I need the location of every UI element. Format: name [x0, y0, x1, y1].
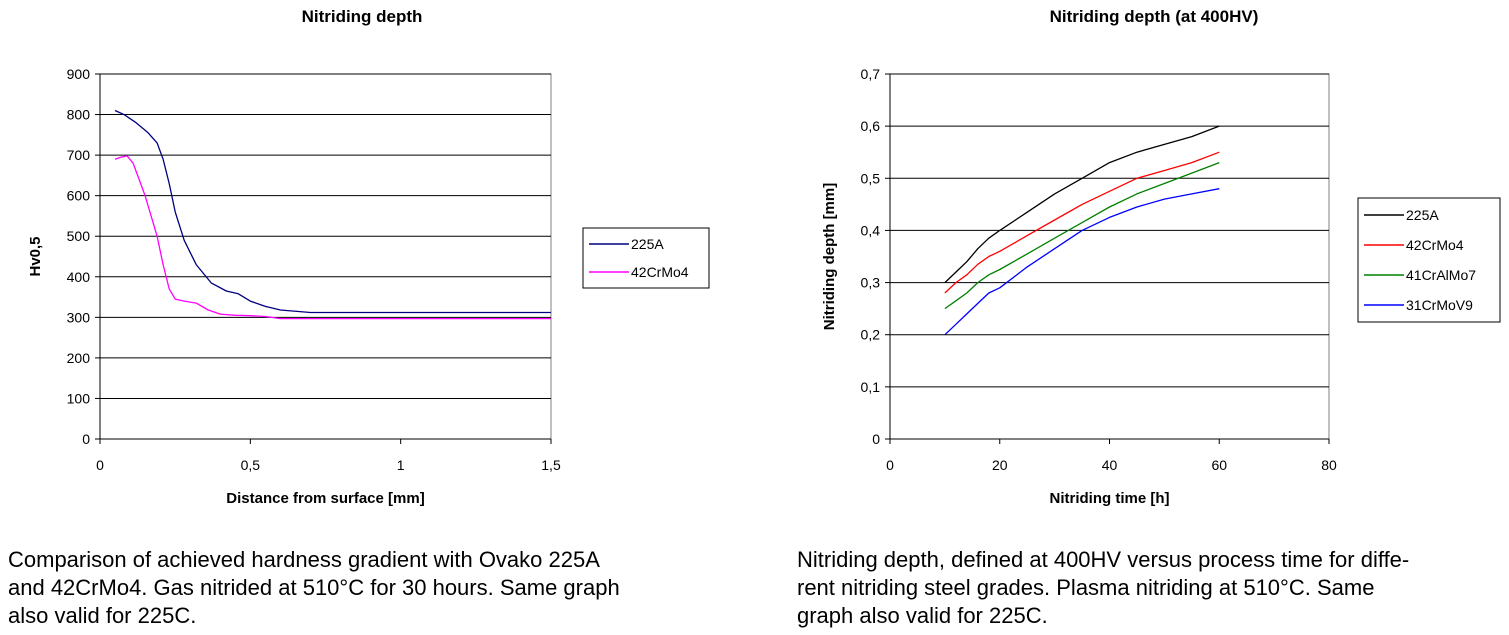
x-tick-label: 1 — [397, 457, 405, 473]
x-tick-label: 0 — [96, 457, 104, 473]
y-tick-label: 900 — [67, 66, 91, 82]
y-tick-label: 400 — [67, 269, 91, 285]
y-tick-label: 600 — [67, 188, 91, 204]
caption-left-line: also valid for 225C. — [8, 603, 197, 628]
legend-label: 31CrMoV9 — [1406, 297, 1473, 313]
y-axis-label: Hv0,5 — [27, 236, 44, 276]
legend-label: 225A — [1406, 207, 1439, 223]
x-tick-label: 80 — [1321, 457, 1337, 473]
caption-right-line: graph also valid for 225C. — [797, 603, 1048, 628]
y-tick-label: 300 — [67, 309, 91, 325]
x-tick-label: 40 — [1102, 457, 1118, 473]
y-tick-label: 0,7 — [861, 66, 881, 82]
x-axis-label: Distance from surface [mm] — [226, 490, 424, 507]
y-tick-label: 100 — [67, 390, 91, 406]
y-axis-label: Nitriding depth [mm] — [821, 183, 838, 330]
x-tick-label: 60 — [1211, 457, 1227, 473]
legend-label: 42CrMo4 — [631, 264, 689, 280]
x-tick-label: 20 — [992, 457, 1008, 473]
legend-box — [582, 227, 710, 289]
caption-right-line: rent nitriding steel grades. Plasma nitr… — [797, 575, 1375, 600]
y-tick-label: 0,4 — [861, 222, 881, 238]
series-line — [114, 109, 551, 314]
chart-title: Nitriding depth (at 400HV) — [1050, 7, 1259, 26]
legend-label: 41CrAlMo7 — [1406, 267, 1476, 283]
charts-canvas: Nitriding depth0100200300400500600700800… — [27, 7, 1501, 507]
series-line — [944, 151, 1220, 294]
legend-label: 42CrMo4 — [1406, 237, 1464, 253]
caption-right-line: Nitriding depth, defined at 400HV versus… — [797, 547, 1410, 572]
plot-area — [889, 73, 1330, 440]
caption-right: Nitriding depth, defined at 400HV versus… — [797, 546, 1497, 630]
y-tick-label: 800 — [67, 107, 91, 123]
y-tick-label: 0,5 — [861, 170, 881, 186]
series-line — [944, 125, 1220, 284]
x-tick-label: 0 — [886, 457, 894, 473]
series-line — [944, 188, 1220, 336]
caption-left: Comparison of achieved hardness gradient… — [8, 546, 728, 630]
series-line — [944, 161, 1220, 310]
chart-title: Nitriding depth — [302, 7, 423, 26]
series-line — [114, 155, 551, 320]
y-tick-label: 0,3 — [861, 275, 881, 291]
y-tick-label: 500 — [67, 228, 91, 244]
legend-label: 225A — [631, 236, 664, 252]
y-tick-label: 0,1 — [861, 379, 881, 395]
plot-area — [99, 73, 552, 440]
y-tick-label: 0 — [82, 431, 90, 447]
x-tick-label: 0,5 — [241, 457, 261, 473]
x-axis-label: Nitriding time [h] — [1050, 490, 1170, 507]
y-tick-label: 700 — [67, 147, 91, 163]
y-tick-label: 0,2 — [861, 327, 881, 343]
y-tick-label: 0 — [872, 431, 880, 447]
x-tick-label: 1,5 — [541, 457, 561, 473]
y-tick-label: 200 — [67, 350, 91, 366]
legend-box — [1357, 197, 1501, 323]
caption-left-line: and 42CrMo4. Gas nitrided at 510°C for 3… — [8, 575, 620, 600]
y-tick-label: 0,6 — [861, 118, 881, 134]
caption-left-line: Comparison of achieved hardness gradient… — [8, 547, 600, 572]
